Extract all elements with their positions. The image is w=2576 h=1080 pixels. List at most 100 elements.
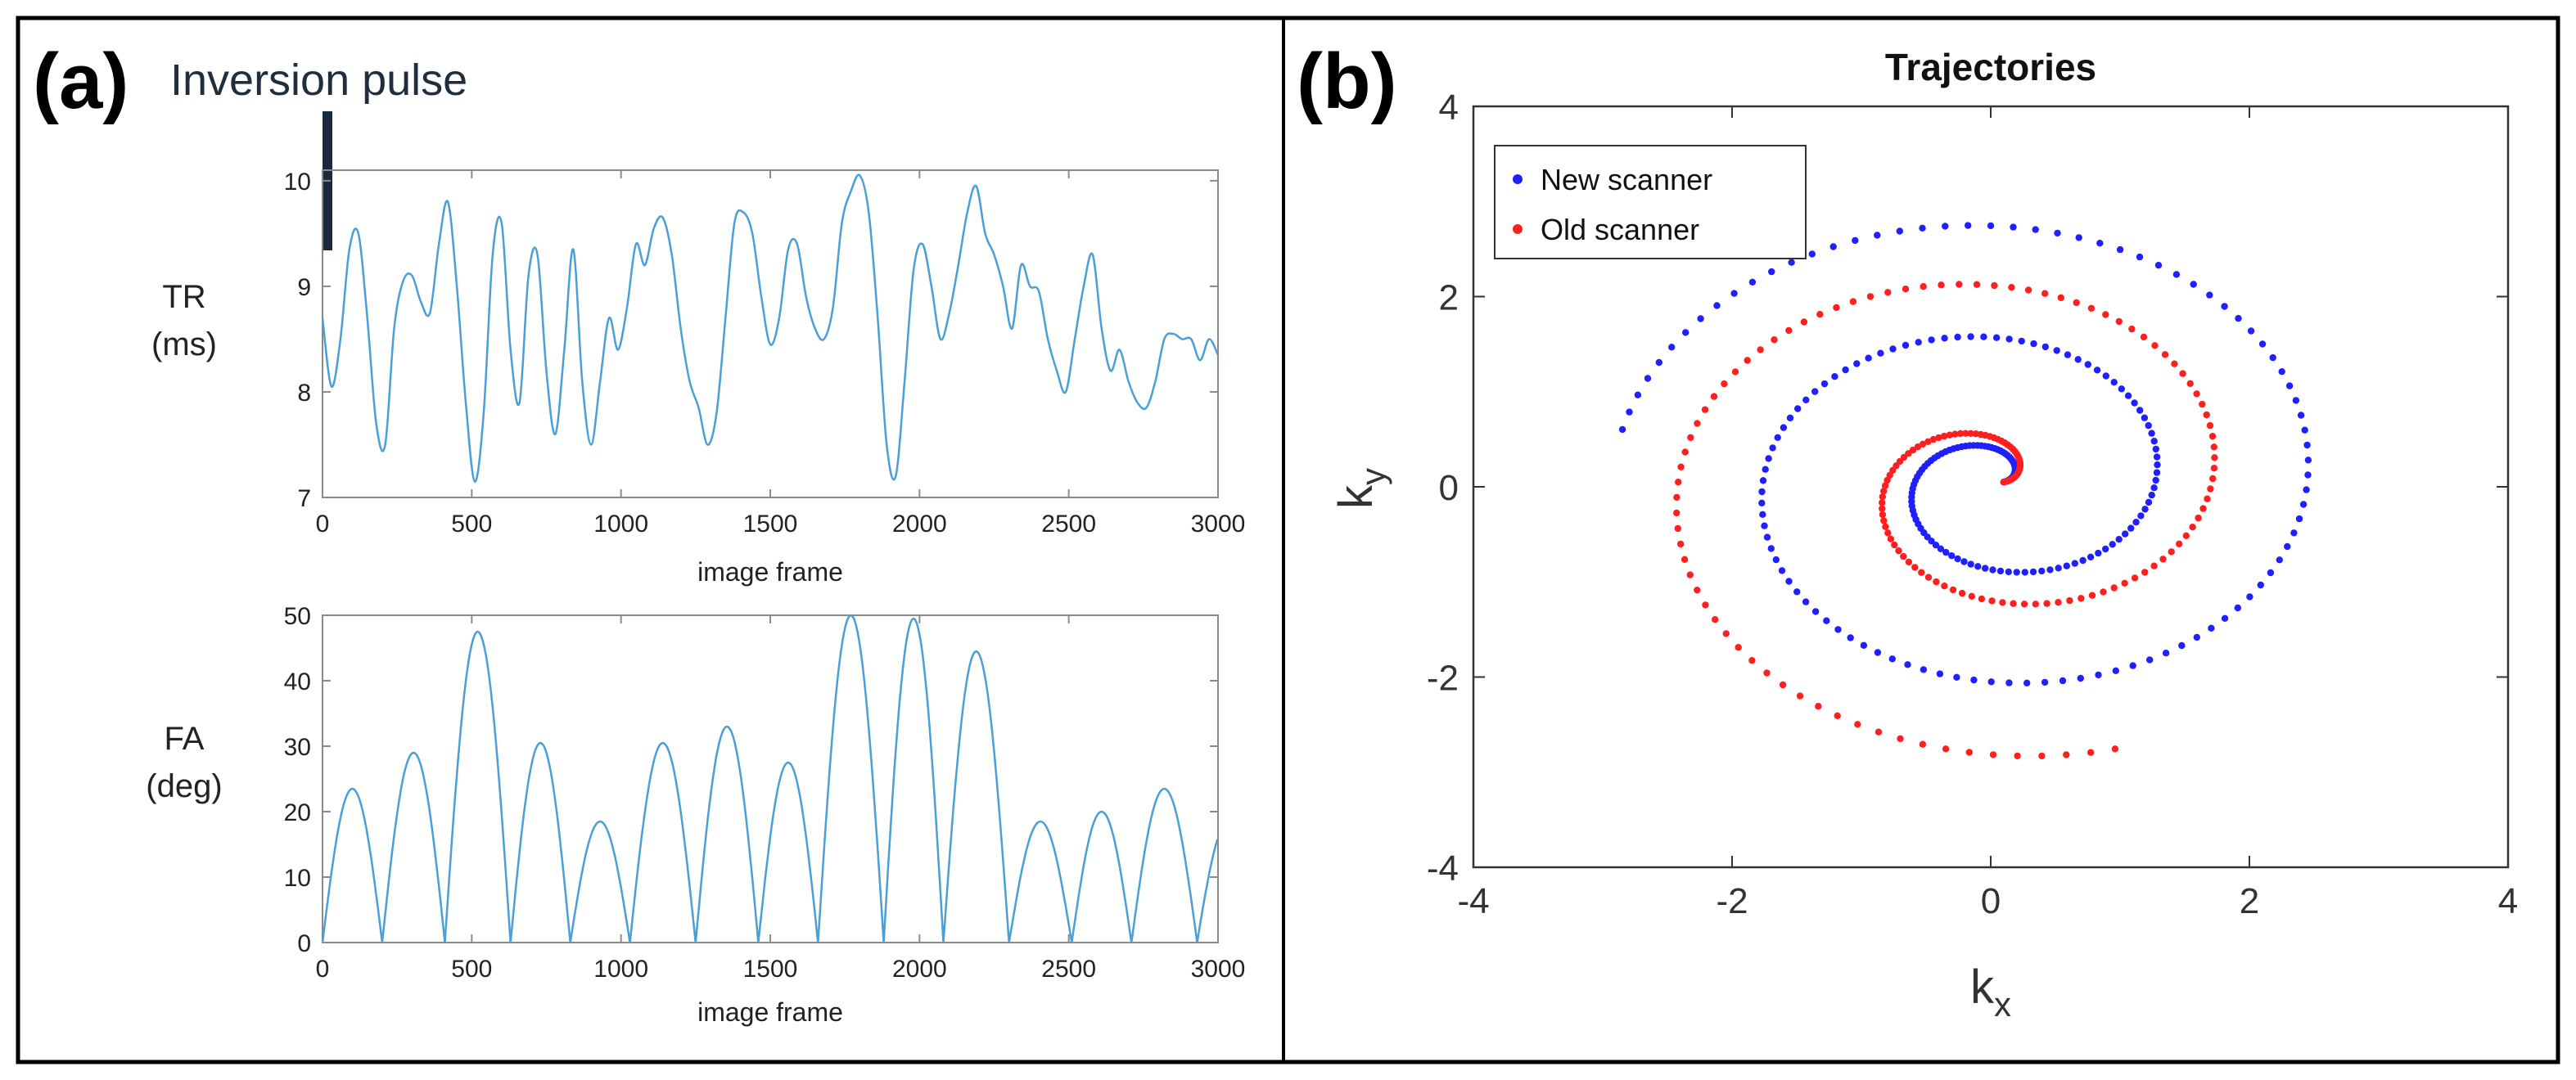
xlabel-main: k [1970,961,1995,1014]
point-new-scanner [2148,430,2155,437]
point-new-scanner [1778,567,1786,574]
point-new-scanner [2063,562,2070,569]
point-new-scanner [2071,560,2078,567]
point-new-scanner [2148,491,2155,499]
point-new-scanner [2150,484,2158,492]
point-new-scanner [2021,569,2028,576]
point-old-scanner [2131,574,2139,582]
point-new-scanner [1823,617,1830,624]
point-new-scanner [2154,461,2161,469]
fa-xtick-label: 1000 [593,956,648,983]
point-old-scanner [1779,681,1787,689]
point-new-scanner [2096,240,2104,247]
point-old-scanner [1722,630,1730,637]
point-old-scanner [2151,342,2159,349]
point-old-scanner [2014,752,2021,760]
point-new-scanner [2030,340,2037,348]
point-old-scanner [2171,360,2178,367]
point-new-scanner [2153,469,2161,476]
tr-plot-frame [322,169,1219,498]
point-old-scanner [2210,465,2218,472]
tr-series-line [321,173,1220,483]
point-new-scanner [2221,614,2229,622]
point-new-scanner [2064,351,2072,358]
panel-a: (a) Inversion pulse TR (ms) FA (deg) 7 8 9… [33,38,1245,1027]
point-old-scanner [2182,532,2190,539]
point-new-scanner [1713,302,1721,309]
point-new-scanner [2110,379,2118,386]
tr-ytick-label: 8 [297,380,311,407]
point-old-scanner [2038,752,2046,760]
point-new-scanner [2208,624,2215,632]
point-old-scanner [1900,552,1907,560]
point-new-scanner [1960,558,1968,565]
point-old-scanner [2176,540,2183,547]
point-old-scanner [2110,584,2118,592]
point-old-scanner [1951,430,1959,438]
point-new-scanner [2079,556,2087,565]
point-old-scanner [1880,488,1888,495]
fa-xlabel: image frame [697,997,843,1027]
point-old-scanner [1929,435,1938,443]
point-new-scanner [2152,445,2159,453]
point-old-scanner [1999,599,2006,606]
point-new-scanner [2304,471,2312,479]
point-new-scanner [1847,634,1854,641]
point-new-scanner [2109,541,2116,548]
point-old-scanner [2206,421,2214,430]
point-old-scanner [1673,509,1680,517]
point-new-scanner [2102,372,2109,380]
point-new-scanner [2127,524,2135,532]
point-old-scanner [1946,431,1953,439]
traj-ytick-label: 0 [1439,468,1459,508]
point-old-scanner [1834,712,1841,719]
point-old-scanner [1956,430,1965,438]
panel-b-label: (b) [1297,38,1397,125]
point-old-scanner [1771,336,1778,344]
point-new-scanner [2178,641,2186,650]
point-old-scanner [2066,596,2073,605]
point-old-scanner [1891,541,1898,549]
point-old-scanner [1918,569,1925,576]
point-new-scanner [2075,234,2082,241]
point-old-scanner [1815,703,1822,710]
point-old-scanner [1866,293,1874,300]
point-new-scanner [1802,396,1810,403]
point-new-scanner [2118,385,2125,393]
traj-ytick-label: -4 [1427,848,1459,889]
point-old-scanner [1965,749,1973,756]
point-new-scanner [1774,434,1781,441]
point-old-scanner [1721,380,1728,388]
point-new-scanner [1788,259,1795,266]
point-old-scanner [1905,558,1913,566]
point-new-scanner [1941,335,1948,342]
fa-xtick-label: 1500 [743,956,798,983]
point-new-scanner [1763,533,1771,541]
point-old-scanner [2141,569,2149,576]
point-old-scanner [1967,430,1974,437]
point-new-scanner [2299,501,2308,508]
tr-xtick-label: 500 [451,511,492,538]
point-old-scanner [1962,430,1969,437]
point-new-scanner [1942,548,1950,556]
point-old-scanner [2032,601,2039,608]
point-old-scanner [2057,294,2064,302]
point-old-scanner [1973,281,1981,288]
point-old-scanner [1991,281,1998,290]
legend-marker-new-scanner [1513,174,1523,184]
traj-ytick-label: -2 [1427,659,1459,699]
point-old-scanner [2203,411,2210,419]
point-new-scanner [2102,545,2109,553]
point-old-scanner [2189,524,2196,531]
tr-xtick-label: 1000 [593,511,648,538]
point-new-scanner [2041,678,2049,686]
point-old-scanner [1935,434,1942,442]
point-new-scanner [1954,333,1961,341]
point-new-scanner [2303,486,2310,493]
point-old-scanner [2043,600,2050,607]
tr-xlabel: image frame [697,557,843,587]
point-new-scanner [2269,353,2276,362]
point-old-scanner [2077,595,2085,602]
point-old-scanner [2100,588,2107,596]
point-old-scanner [1681,448,1689,456]
